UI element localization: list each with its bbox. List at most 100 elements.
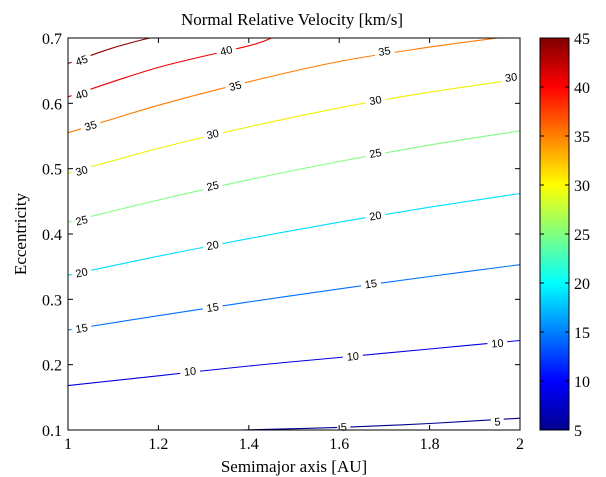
contour-label-text: 20 xyxy=(206,239,220,253)
y-tick-label: 0.6 xyxy=(42,96,62,113)
y-tick-label: 0.1 xyxy=(42,423,62,440)
colorbar-tick-label: 30 xyxy=(574,178,590,195)
contour-line-25 xyxy=(67,130,521,223)
contour-label-bg xyxy=(373,43,396,59)
contour-label-text: 35 xyxy=(228,79,243,94)
contour-label-30: 30 xyxy=(201,125,224,143)
y-tick-label: 0.3 xyxy=(42,292,62,309)
contour-label-text: 30 xyxy=(369,94,383,108)
x-tick-label: 1.6 xyxy=(329,436,349,453)
contour-label-text: 15 xyxy=(206,301,220,315)
x-tick-label: 1.8 xyxy=(420,436,440,453)
contour-label-15: 15 xyxy=(70,320,93,336)
contour-label-bg xyxy=(360,276,382,292)
contour-label-text: 35 xyxy=(378,45,392,59)
contour-label-10: 10 xyxy=(342,349,364,364)
contour-line-35 xyxy=(67,37,498,134)
colorbar-tick-label: 10 xyxy=(574,374,590,391)
contour-label-text: 30 xyxy=(504,71,518,85)
contour-label-bg xyxy=(486,336,508,351)
contour-label-40: 40 xyxy=(70,85,93,103)
contour-label-text: 5 xyxy=(340,422,347,434)
contour-label-bg xyxy=(70,212,93,229)
contour-label-30: 30 xyxy=(364,92,387,108)
colorbar-tick-label: 45 xyxy=(574,31,590,48)
contour-label-text: 10 xyxy=(491,338,504,351)
x-tick-label: 1.2 xyxy=(148,436,168,453)
contour-label-text: 40 xyxy=(219,44,234,59)
contour-label-text: 20 xyxy=(75,266,89,280)
contour-label-35: 35 xyxy=(224,77,247,95)
contour-label-bg xyxy=(201,299,224,315)
contour-label-25: 25 xyxy=(364,145,387,161)
contour-line-20 xyxy=(67,192,521,276)
contour-label-40: 40 xyxy=(215,42,238,59)
colorbar-tick-label: 35 xyxy=(574,129,590,146)
contour-label-text: 25 xyxy=(368,147,382,161)
contour-label-bg xyxy=(201,177,224,194)
x-tick-label: 2 xyxy=(516,436,524,453)
contour-label-bg xyxy=(364,145,387,161)
colorbar-tick-label: 25 xyxy=(574,227,590,244)
contour-label-bg xyxy=(70,320,93,336)
contour-label-15: 15 xyxy=(201,299,224,315)
contour-line-5 xyxy=(239,417,521,431)
contour-label-text: 45 xyxy=(74,53,90,68)
contour-label-10: 10 xyxy=(486,336,508,351)
contour-labels: 5 5 10 10 10 15 15 15 20 20 20 25 25 25 30 30 30 30 35 35 35… xyxy=(70,42,522,434)
contour-label-25: 25 xyxy=(70,212,93,229)
contour-label-15: 15 xyxy=(360,276,382,292)
contour-label-30: 30 xyxy=(500,69,522,85)
contour-label-20: 20 xyxy=(364,208,387,224)
colorbar-ticks: 5 10 15 20 25 30 35 40 45 xyxy=(540,31,590,440)
y-tick-label: 0.4 xyxy=(42,227,62,244)
contour-label-text: 20 xyxy=(369,210,383,224)
contour-label-35: 35 xyxy=(373,43,396,59)
contour-label-text: 10 xyxy=(183,366,196,379)
contour-label-text: 35 xyxy=(83,119,98,134)
colorbar-tick-label: 5 xyxy=(574,423,582,440)
contour-line-15 xyxy=(67,264,521,331)
contour-label-20: 20 xyxy=(70,264,93,281)
contour-label-text: 15 xyxy=(75,322,89,336)
contour-label-text: 30 xyxy=(74,164,89,179)
contour-label-bg xyxy=(179,364,201,379)
contour-label-bg xyxy=(70,85,93,103)
contour-label-text: 5 xyxy=(494,416,501,428)
x-axis-label: Semimajor axis [AU] xyxy=(221,457,367,476)
contour-line-10 xyxy=(67,339,521,387)
contour-label-text: 25 xyxy=(74,214,89,229)
colorbar-tick-label: 40 xyxy=(574,80,590,97)
colorbar xyxy=(539,37,570,431)
chart-title: Normal Relative Velocity [km/s] xyxy=(181,10,403,29)
contour-label-bg xyxy=(201,125,224,143)
contour-label-30: 30 xyxy=(70,162,93,180)
y-tick-label: 0.5 xyxy=(42,162,62,179)
contour-label-text: 15 xyxy=(364,278,378,292)
contour-label-25: 25 xyxy=(201,177,224,194)
contour-label-text: 25 xyxy=(206,179,221,193)
contour-line-40 xyxy=(67,37,272,98)
contour-label-bg xyxy=(70,51,94,70)
contour-label-5: 5 xyxy=(490,415,505,429)
y-axis-ticks: 0.1 0.2 0.3 0.4 0.5 0.6 0.7 xyxy=(42,31,520,440)
contour-label-bg xyxy=(70,162,93,180)
contour-label-bg xyxy=(342,349,364,364)
contour-label-bg xyxy=(490,415,505,428)
contour-label-bg xyxy=(79,116,102,135)
y-tick-label: 0.7 xyxy=(42,31,62,48)
contour-label-bg xyxy=(70,264,93,281)
contour-label-bg xyxy=(500,69,522,85)
contour-label-bg xyxy=(201,237,224,253)
x-tick-label: 1 xyxy=(64,436,72,453)
contour-label-bg xyxy=(364,92,387,108)
contour-label-bg xyxy=(215,42,238,59)
contour-line-30 xyxy=(67,78,521,174)
contour-label-45: 45 xyxy=(70,51,94,70)
contour-label-35: 35 xyxy=(79,116,102,135)
contour-label-20: 20 xyxy=(201,237,224,253)
contour-label-10: 10 xyxy=(179,364,201,379)
y-tick-label: 0.2 xyxy=(42,358,62,375)
x-axis-ticks: 1 1.2 1.4 1.6 1.8 2 xyxy=(64,38,524,453)
contour-label-text: 30 xyxy=(205,128,220,143)
